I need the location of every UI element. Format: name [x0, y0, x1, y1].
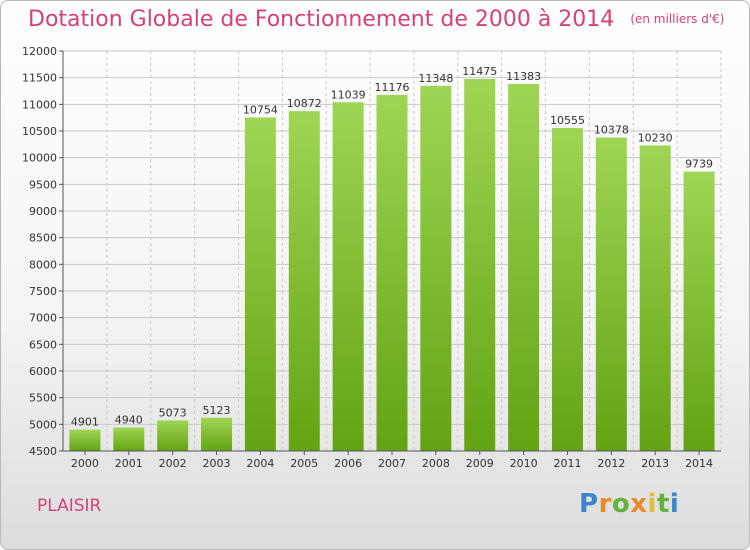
- bar-2013: [639, 145, 671, 451]
- bar-2006: [332, 102, 364, 452]
- bar-value-label: 4901: [71, 416, 99, 429]
- bar-2002: [157, 420, 189, 451]
- bar-2005: [288, 111, 320, 451]
- logo-letter: P: [579, 489, 599, 519]
- bar-value-label: 11475: [462, 65, 497, 78]
- y-tick-label: 9500: [29, 178, 57, 191]
- bar-2000: [69, 429, 101, 451]
- bar-value-label: 5123: [203, 404, 231, 417]
- x-tick-label: 2000: [71, 457, 99, 470]
- bar-value-label: 11348: [418, 72, 453, 85]
- y-tick-label: 8500: [29, 232, 57, 245]
- y-tick-label: 6000: [29, 365, 57, 378]
- x-tick-label: 2009: [466, 457, 494, 470]
- bar-2003: [201, 417, 233, 451]
- bar-value-label: 11039: [331, 88, 366, 101]
- bar-value-label: 10872: [287, 97, 322, 110]
- bar-2012: [595, 137, 627, 452]
- city-name: PLAISIR: [37, 496, 102, 516]
- bar-value-label: 5073: [159, 406, 187, 419]
- y-tick-label: 10500: [22, 125, 57, 138]
- x-tick-label: 2014: [685, 457, 713, 470]
- bar-2014: [683, 171, 715, 451]
- bar-2009: [464, 79, 496, 451]
- x-tick-label: 2007: [378, 457, 406, 470]
- x-tick-label: 2006: [334, 457, 362, 470]
- x-tick-label: 2011: [553, 457, 581, 470]
- bar-2011: [551, 128, 583, 452]
- bar-2010: [508, 83, 540, 451]
- x-tick-label: 2002: [159, 457, 187, 470]
- y-tick-label: 11000: [22, 98, 57, 111]
- bar-value-label: 10754: [243, 103, 278, 116]
- x-tick-label: 2010: [510, 457, 538, 470]
- y-tick-label: 4500: [29, 445, 57, 458]
- y-tick-label: 8000: [29, 258, 57, 271]
- bar-value-label: 10378: [594, 124, 629, 137]
- proxiti-logo: Proxiti: [579, 489, 679, 519]
- x-tick-label: 2013: [641, 457, 669, 470]
- bar-value-label: 11383: [506, 70, 541, 83]
- bar-2007: [376, 94, 408, 452]
- chart-title-unit: (en milliers d'€): [630, 12, 725, 26]
- axes: [59, 50, 721, 455]
- bar-value-label: 10230: [638, 131, 673, 144]
- y-tick-label: 7000: [29, 312, 57, 325]
- x-tick-label: 2012: [597, 457, 625, 470]
- chart-title-main: Dotation Globale de Fonctionnement de 20…: [28, 7, 615, 32]
- y-tick-label: 6500: [29, 338, 57, 351]
- logo-letter: t: [656, 489, 670, 519]
- bar-2001: [113, 427, 145, 451]
- bar-2004: [244, 117, 276, 451]
- logo-letter: i: [647, 489, 657, 519]
- x-tick-label: 2003: [203, 457, 231, 470]
- y-tick-label: 10000: [22, 152, 57, 165]
- y-tick-label: 5500: [29, 392, 57, 405]
- x-tick-label: 2001: [115, 457, 143, 470]
- y-tick-label: 11500: [22, 72, 57, 85]
- labels: 4500 5000 5500 6000 6500 7000 7500 8000 8500 9000…: [22, 45, 713, 470]
- chart-title: Dotation Globale de Fonctionnement de 20…: [28, 7, 724, 32]
- logo-letter: r: [598, 489, 612, 519]
- bar-value-label: 9739: [685, 158, 713, 171]
- x-tick-label: 2005: [290, 457, 318, 470]
- bar-2008: [420, 85, 452, 452]
- y-tick-label: 7500: [29, 285, 57, 298]
- y-tick-label: 5000: [29, 418, 57, 431]
- x-tick-label: 2004: [246, 457, 274, 470]
- bars: [69, 79, 715, 452]
- y-tick-label: 12000: [22, 45, 57, 58]
- logo-letter: x: [630, 489, 648, 519]
- bar-value-label: 4940: [115, 414, 143, 427]
- x-tick-label: 2008: [422, 457, 450, 470]
- y-tick-label: 9000: [29, 205, 57, 218]
- logo-letter: i: [669, 489, 680, 519]
- bar-value-label: 10555: [550, 114, 585, 127]
- logo-letter: o: [611, 489, 631, 519]
- bar-value-label: 11176: [375, 81, 410, 94]
